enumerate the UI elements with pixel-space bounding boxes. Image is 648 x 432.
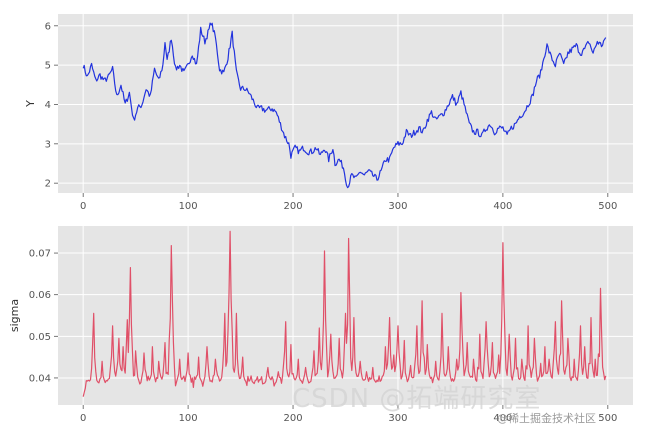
x-tick-label: 500 xyxy=(598,413,617,424)
y-tick-label: 0.06 xyxy=(29,290,51,301)
y-axis-label: sigma xyxy=(8,299,21,332)
y-axis-label: Y xyxy=(24,100,37,108)
x-tick-label: 0 xyxy=(80,413,86,424)
x-tick-label: 400 xyxy=(493,201,512,212)
x-tick-label: 300 xyxy=(388,413,407,424)
plot-background xyxy=(58,14,633,193)
x-tick-label: 300 xyxy=(388,201,407,212)
x-tick-label: 100 xyxy=(179,201,198,212)
y-tick-label: 5 xyxy=(45,61,51,72)
y-tick-label: 3 xyxy=(45,139,51,150)
panel-2: 0 100 200 300 400 500 0.04 0.05 0.06 0.07 sigma xyxy=(8,226,633,424)
series-line xyxy=(82,230,607,397)
y-tick-label: 0.04 xyxy=(29,373,51,384)
x-tick-label: 500 xyxy=(598,201,617,212)
y-tick-label: 2 xyxy=(45,179,51,190)
x-tick-label: 200 xyxy=(283,201,302,212)
y-tick-label: 0.05 xyxy=(29,332,51,343)
juejin-watermark: @稀土掘金技术社区 xyxy=(497,412,596,425)
csdn-watermark: CSDN @拓端研究室 xyxy=(292,384,542,414)
y-tick-label: 0.07 xyxy=(29,249,51,260)
panel-1: 0 100 200 300 400 500 2 3 4 5 6 Y xyxy=(24,14,633,212)
x-tick-label: 400 xyxy=(493,413,512,424)
x-tick-label: 0 xyxy=(80,201,86,212)
x-tick-label: 200 xyxy=(283,413,302,424)
x-tick-label: 100 xyxy=(179,413,198,424)
series-line xyxy=(82,22,607,189)
y-tick-label: 6 xyxy=(45,21,51,32)
y-tick-label: 4 xyxy=(45,100,51,111)
